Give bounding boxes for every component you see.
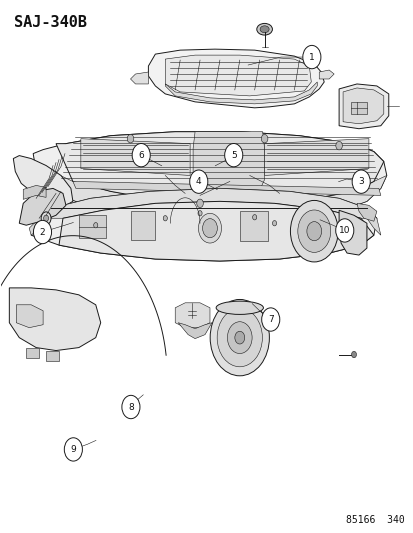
Ellipse shape: [256, 23, 272, 35]
Polygon shape: [350, 102, 366, 114]
Circle shape: [202, 219, 217, 238]
Circle shape: [197, 211, 202, 216]
Polygon shape: [165, 82, 316, 104]
Circle shape: [121, 395, 140, 419]
Polygon shape: [366, 208, 380, 235]
Polygon shape: [165, 55, 311, 96]
Circle shape: [217, 309, 262, 367]
Polygon shape: [23, 185, 46, 199]
Text: 4: 4: [195, 177, 201, 186]
Polygon shape: [306, 235, 320, 240]
Polygon shape: [239, 211, 267, 241]
Circle shape: [234, 332, 244, 344]
Circle shape: [163, 216, 167, 221]
Polygon shape: [56, 132, 383, 203]
Polygon shape: [73, 181, 380, 196]
Polygon shape: [130, 211, 155, 240]
Circle shape: [335, 141, 342, 150]
Circle shape: [127, 134, 133, 143]
Circle shape: [306, 222, 321, 241]
Polygon shape: [59, 201, 373, 261]
Polygon shape: [338, 211, 366, 255]
Text: 7: 7: [267, 315, 273, 324]
Text: 85166  340: 85166 340: [345, 515, 404, 525]
Circle shape: [227, 322, 252, 353]
Circle shape: [224, 143, 242, 167]
Circle shape: [272, 221, 276, 226]
Text: 5: 5: [230, 151, 236, 160]
Text: 3: 3: [358, 177, 363, 186]
Circle shape: [261, 134, 267, 143]
Circle shape: [302, 45, 320, 69]
Text: 10: 10: [338, 226, 350, 235]
Polygon shape: [43, 166, 386, 219]
Text: 2: 2: [40, 228, 45, 237]
Circle shape: [196, 199, 203, 207]
Circle shape: [351, 170, 369, 193]
Polygon shape: [192, 132, 264, 197]
Polygon shape: [9, 288, 100, 351]
Circle shape: [297, 210, 330, 253]
Text: 8: 8: [128, 402, 133, 411]
Text: 1: 1: [308, 53, 314, 62]
Polygon shape: [46, 351, 59, 360]
Circle shape: [33, 220, 52, 244]
Polygon shape: [356, 203, 376, 221]
Polygon shape: [39, 218, 53, 228]
Circle shape: [41, 212, 51, 224]
Polygon shape: [16, 305, 43, 328]
Polygon shape: [318, 70, 333, 79]
Text: 9: 9: [70, 445, 76, 454]
Text: 6: 6: [138, 151, 144, 160]
Polygon shape: [342, 88, 383, 124]
Circle shape: [351, 351, 356, 358]
Polygon shape: [13, 156, 73, 205]
Polygon shape: [264, 139, 368, 175]
Circle shape: [189, 170, 207, 193]
Circle shape: [43, 215, 48, 221]
Polygon shape: [81, 139, 190, 175]
Polygon shape: [178, 322, 211, 338]
Polygon shape: [51, 188, 376, 218]
Circle shape: [64, 438, 82, 461]
Polygon shape: [338, 84, 388, 129]
Circle shape: [335, 219, 353, 242]
Circle shape: [198, 213, 221, 243]
Circle shape: [261, 308, 279, 331]
Polygon shape: [31, 188, 376, 261]
Polygon shape: [175, 303, 209, 328]
Circle shape: [93, 223, 97, 228]
Polygon shape: [33, 132, 386, 219]
Polygon shape: [29, 208, 51, 235]
Text: SAJ-340B: SAJ-340B: [14, 14, 86, 30]
Circle shape: [290, 200, 337, 262]
Ellipse shape: [216, 301, 263, 314]
Polygon shape: [78, 215, 105, 238]
Ellipse shape: [259, 26, 268, 33]
Circle shape: [252, 215, 256, 220]
Polygon shape: [26, 348, 39, 358]
Polygon shape: [148, 49, 323, 108]
Circle shape: [210, 300, 269, 376]
Polygon shape: [19, 188, 66, 225]
Circle shape: [132, 143, 150, 167]
Polygon shape: [130, 72, 148, 84]
